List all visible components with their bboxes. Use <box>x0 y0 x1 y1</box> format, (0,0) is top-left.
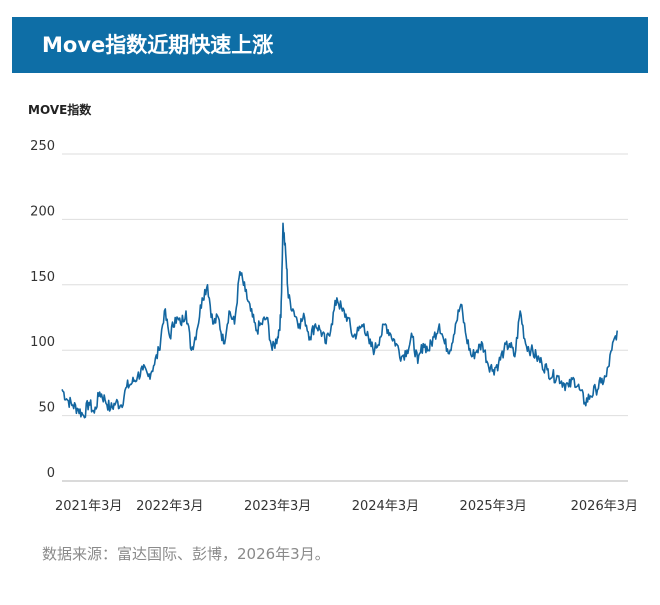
source-note: 数据来源：富达国际、彭博，2026年3月。 <box>42 545 330 563</box>
x-tick-label: 2021年3月 <box>55 499 122 514</box>
x-tick-label: 2022年3月 <box>136 499 203 514</box>
x-tick-label: 2026年3月 <box>571 499 638 514</box>
title-banner: Move指数近期快速上涨 <box>12 17 648 73</box>
x-tick-label: 2025年3月 <box>460 499 527 514</box>
y-tick-label: 150 <box>30 270 55 285</box>
y-axis-label: MOVE指数 <box>28 103 92 117</box>
x-tick-label: 2024年3月 <box>352 499 419 514</box>
gridlines <box>62 153 628 482</box>
y-tick-label: 50 <box>38 401 55 416</box>
y-tick-label: 250 <box>30 139 55 154</box>
chart-title: Move指数近期快速上涨 <box>42 33 274 57</box>
y-tick-labels: 0 50 100 150 200 250 <box>30 139 55 481</box>
y-tick-label: 100 <box>30 335 55 350</box>
series-line-move-index <box>61 222 618 419</box>
y-tick-label: 200 <box>30 204 55 219</box>
x-tick-label: 2023年3月 <box>244 499 311 514</box>
x-tick-labels: 2021年3月 2022年3月 2023年3月 2024年3月 2025年3月 2026年… <box>55 499 638 514</box>
y-tick-label: 0 <box>47 466 55 481</box>
